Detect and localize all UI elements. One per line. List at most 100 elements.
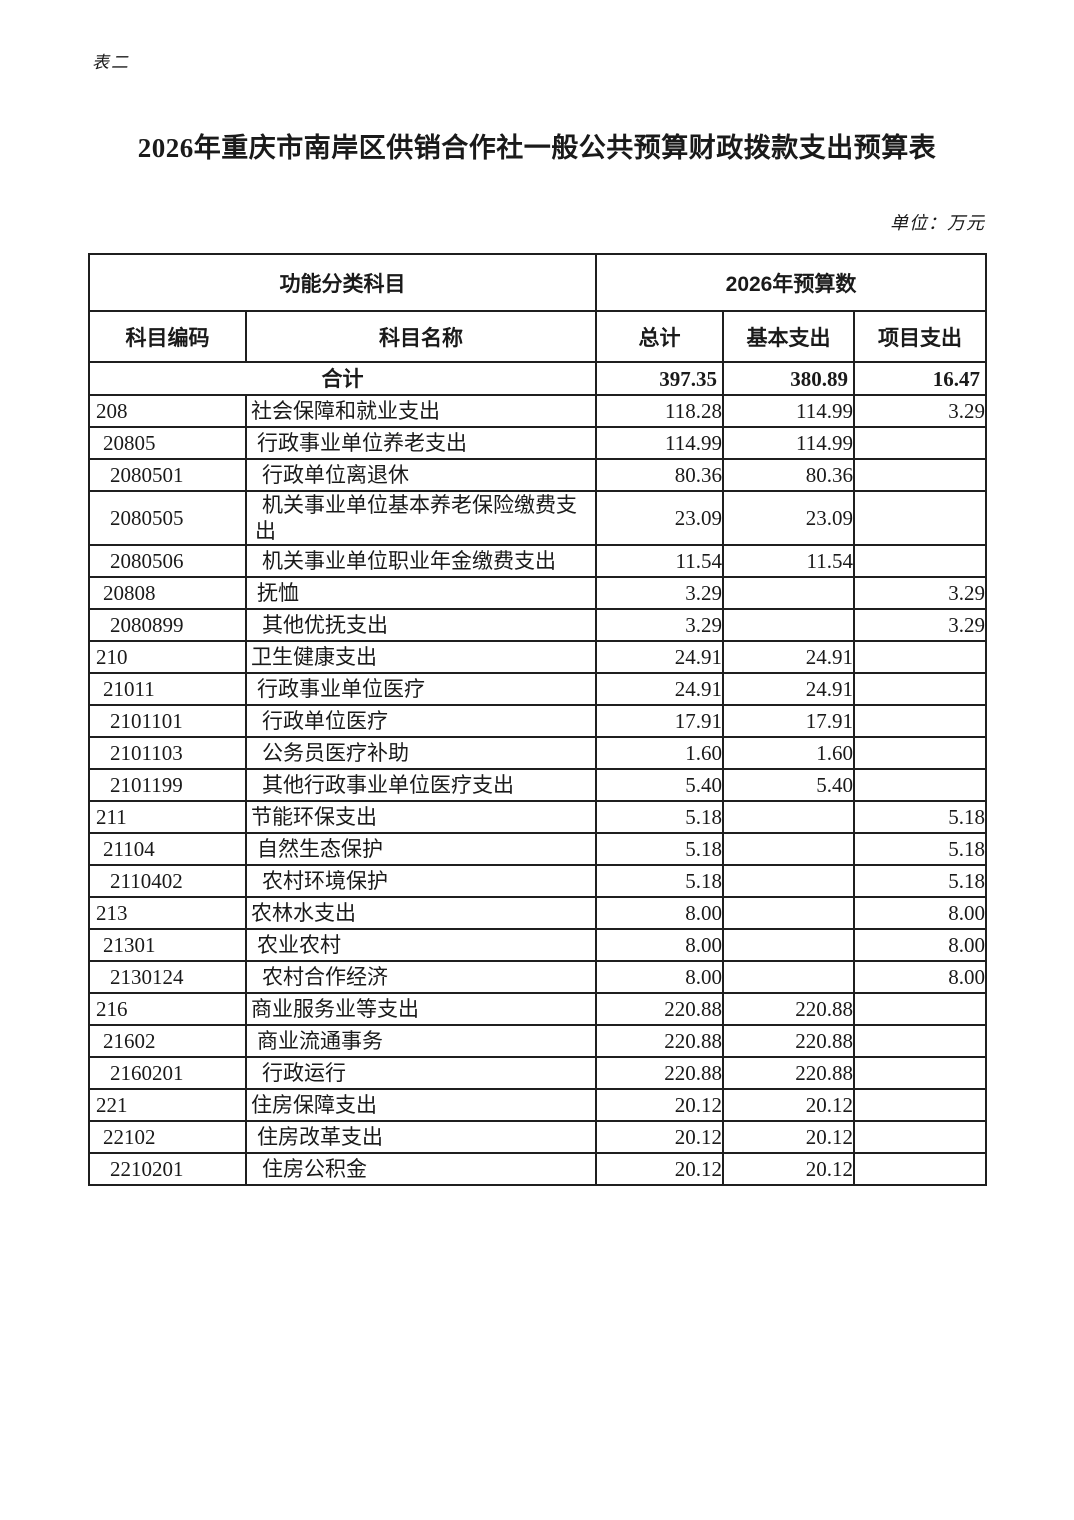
table-row: 21104 自然生态保护 5.18 5.18 xyxy=(88,832,988,866)
table-row: 2210201 住房公积金 20.12 20.12 xyxy=(88,1152,988,1186)
basic-value: 17.91 xyxy=(722,704,855,738)
project-value xyxy=(852,672,988,706)
subject-name: 社会保障和就业支出 xyxy=(245,394,597,428)
project-value: 8.00 xyxy=(852,928,988,962)
basic-value: 80.36 xyxy=(722,458,855,492)
subject-code: 20805 xyxy=(88,426,247,460)
subject-name: 住房公积金 xyxy=(245,1152,597,1186)
basic-value xyxy=(722,896,855,930)
table-header: 功能分类科目 2026年预算数 科目编码 科目名称 总计 基本支出 项目支出 xyxy=(88,253,988,363)
subject-code: 208 xyxy=(88,394,247,428)
header-budget-2026: 2026年预算数 xyxy=(594,253,988,312)
total-value: 220.88 xyxy=(595,992,724,1026)
subject-name: 农村环境保护 xyxy=(245,864,597,898)
table-row: 2101103 公务员医疗补助 1.60 1.60 xyxy=(88,736,988,770)
subject-name: 商业流通事务 xyxy=(245,1024,597,1058)
basic-value: 114.99 xyxy=(722,394,855,428)
project-value: 5.18 xyxy=(852,800,988,834)
project-value xyxy=(852,768,988,802)
subject-name: 抚恤 xyxy=(245,576,597,610)
subject-code: 2101101 xyxy=(88,704,247,738)
basic-value: 11.54 xyxy=(722,544,855,578)
subject-code: 22102 xyxy=(88,1120,247,1154)
project-value xyxy=(852,1120,988,1154)
header-group-row: 功能分类科目 2026年预算数 xyxy=(88,253,988,312)
subject-code: 211 xyxy=(88,800,247,834)
header-columns-row: 科目编码 科目名称 总计 基本支出 项目支出 xyxy=(88,310,988,363)
subject-name: 行政单位医疗 xyxy=(245,704,597,738)
subject-name: 行政事业单位医疗 xyxy=(245,672,597,706)
col-header-name: 科目名称 xyxy=(245,310,597,363)
col-header-project: 项目支出 xyxy=(852,310,988,363)
table-row: 2101199 其他行政事业单位医疗支出 5.40 5.40 xyxy=(88,768,988,802)
total-value: 8.00 xyxy=(595,960,724,994)
col-header-total: 总计 xyxy=(595,310,724,363)
total-value: 8.00 xyxy=(595,896,724,930)
project-value: 8.00 xyxy=(852,896,988,930)
subject-name: 卫生健康支出 xyxy=(245,640,597,674)
total-row-project: 16.47 xyxy=(852,361,988,396)
page-title: 2026年重庆市南岸区供销合作社一般公共预算财政拨款支出预算表 xyxy=(137,133,937,163)
basic-value: 20.12 xyxy=(722,1088,855,1122)
total-value: 8.00 xyxy=(595,928,724,962)
table-row: 2080899 其他优抚支出 3.29 3.29 xyxy=(88,608,988,642)
total-value: 20.12 xyxy=(595,1152,724,1186)
subject-code: 21301 xyxy=(88,928,247,962)
basic-value: 24.91 xyxy=(722,640,855,674)
project-value xyxy=(852,426,988,460)
table-row: 208 社会保障和就业支出 118.28 114.99 3.29 xyxy=(88,394,988,428)
total-value: 3.29 xyxy=(595,608,724,642)
project-value: 3.29 xyxy=(852,394,988,428)
total-value: 11.54 xyxy=(595,544,724,578)
table-row: 21301 农业农村 8.00 8.00 xyxy=(88,928,988,962)
total-value: 24.91 xyxy=(595,640,724,674)
subject-name: 住房保障支出 xyxy=(245,1088,597,1122)
project-value xyxy=(852,736,988,770)
project-value xyxy=(852,490,988,546)
header-functional-classification: 功能分类科目 xyxy=(88,253,597,312)
total-value: 23.09 xyxy=(595,490,724,546)
total-value: 114.99 xyxy=(595,426,724,460)
total-value: 1.60 xyxy=(595,736,724,770)
subject-code: 2080506 xyxy=(88,544,247,578)
subject-name: 节能环保支出 xyxy=(245,800,597,834)
table-row: 2080506 机关事业单位职业年金缴费支出 11.54 11.54 xyxy=(88,544,988,578)
subject-code: 2160201 xyxy=(88,1056,247,1090)
basic-value: 20.12 xyxy=(722,1120,855,1154)
project-value xyxy=(852,544,988,578)
subject-name: 行政事业单位养老支出 xyxy=(245,426,597,460)
subject-name: 机关事业单位基本养老保险缴费支出 xyxy=(245,490,597,546)
total-row-total: 397.35 xyxy=(595,361,724,396)
basic-value xyxy=(722,800,855,834)
subject-name: 行政运行 xyxy=(245,1056,597,1090)
total-value: 17.91 xyxy=(595,704,724,738)
table-row: 21011 行政事业单位医疗 24.91 24.91 xyxy=(88,672,988,706)
table-row: 20805 行政事业单位养老支出 114.99 114.99 xyxy=(88,426,988,460)
subject-name: 农村合作经济 xyxy=(245,960,597,994)
basic-value xyxy=(722,832,855,866)
total-value: 80.36 xyxy=(595,458,724,492)
project-value xyxy=(852,992,988,1026)
unit-note: 单位：万元 xyxy=(890,213,985,233)
subject-code: 210 xyxy=(88,640,247,674)
total-row-basic: 380.89 xyxy=(722,361,855,396)
table-row: 2160201 行政运行 220.88 220.88 xyxy=(88,1056,988,1090)
project-value xyxy=(852,1024,988,1058)
table-row: 2101101 行政单位医疗 17.91 17.91 xyxy=(88,704,988,738)
table-row: 211 节能环保支出 5.18 5.18 xyxy=(88,800,988,834)
subject-name: 农林水支出 xyxy=(245,896,597,930)
project-value xyxy=(852,704,988,738)
subject-name: 其他行政事业单位医疗支出 xyxy=(245,768,597,802)
subject-code: 221 xyxy=(88,1088,247,1122)
subject-code: 21011 xyxy=(88,672,247,706)
project-value: 5.18 xyxy=(852,832,988,866)
total-value: 220.88 xyxy=(595,1056,724,1090)
basic-value xyxy=(722,576,855,610)
subject-name: 自然生态保护 xyxy=(245,832,597,866)
subject-code: 2110402 xyxy=(88,864,247,898)
basic-value xyxy=(722,864,855,898)
table-row: 2080501 行政单位离退休 80.36 80.36 xyxy=(88,458,988,492)
project-value xyxy=(852,1056,988,1090)
subject-name: 商业服务业等支出 xyxy=(245,992,597,1026)
total-value: 5.40 xyxy=(595,768,724,802)
